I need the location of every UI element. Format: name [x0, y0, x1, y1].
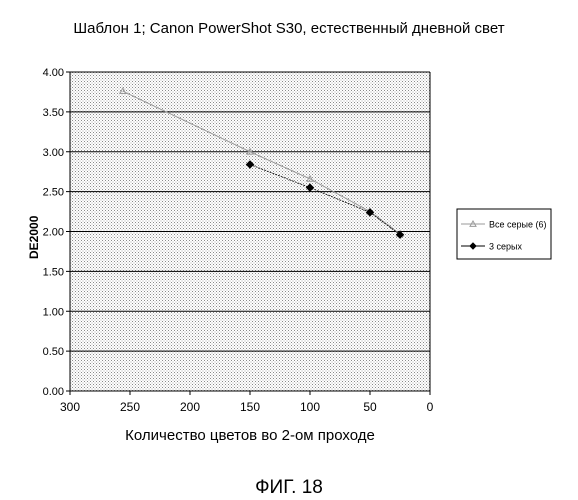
y-tick-label: 1.50 — [43, 266, 64, 278]
figure-caption: ФИГ. 18 — [0, 477, 578, 499]
y-tick-label: 3.00 — [43, 147, 64, 159]
y-tick-label: 4.00 — [43, 67, 64, 79]
x-tick-label: 200 — [180, 400, 200, 414]
y-tick-label: 0.00 — [43, 386, 64, 398]
x-tick-label: 100 — [300, 400, 320, 414]
x-tick-label: 50 — [363, 400, 377, 414]
legend-box — [457, 209, 551, 259]
legend: Все серые (6) 3 серых — [457, 209, 551, 259]
y-tick-label: 2.50 — [43, 187, 64, 199]
x-tick-labels: 300 250 200 150 100 50 0 — [60, 400, 434, 414]
y-tick-label: 3.50 — [43, 107, 64, 119]
x-tick-label: 150 — [240, 400, 260, 414]
y-tick-label: 0.50 — [43, 346, 64, 358]
y-tick-labels: 0.00 0.50 1.00 1.50 2.00 2.50 3.00 3.50 4.00 — [43, 67, 64, 398]
x-tick-label: 0 — [427, 400, 434, 414]
x-axis-label: Количество цветов во 2-ом проходе — [70, 427, 430, 444]
x-tick-label: 250 — [120, 400, 140, 414]
legend-label: 3 серых — [489, 242, 522, 252]
y-tick-label: 2.00 — [43, 227, 64, 239]
x-tick-label: 300 — [60, 400, 80, 414]
y-tick-label: 1.00 — [43, 306, 64, 318]
legend-label: Все серые (6) — [489, 220, 547, 230]
